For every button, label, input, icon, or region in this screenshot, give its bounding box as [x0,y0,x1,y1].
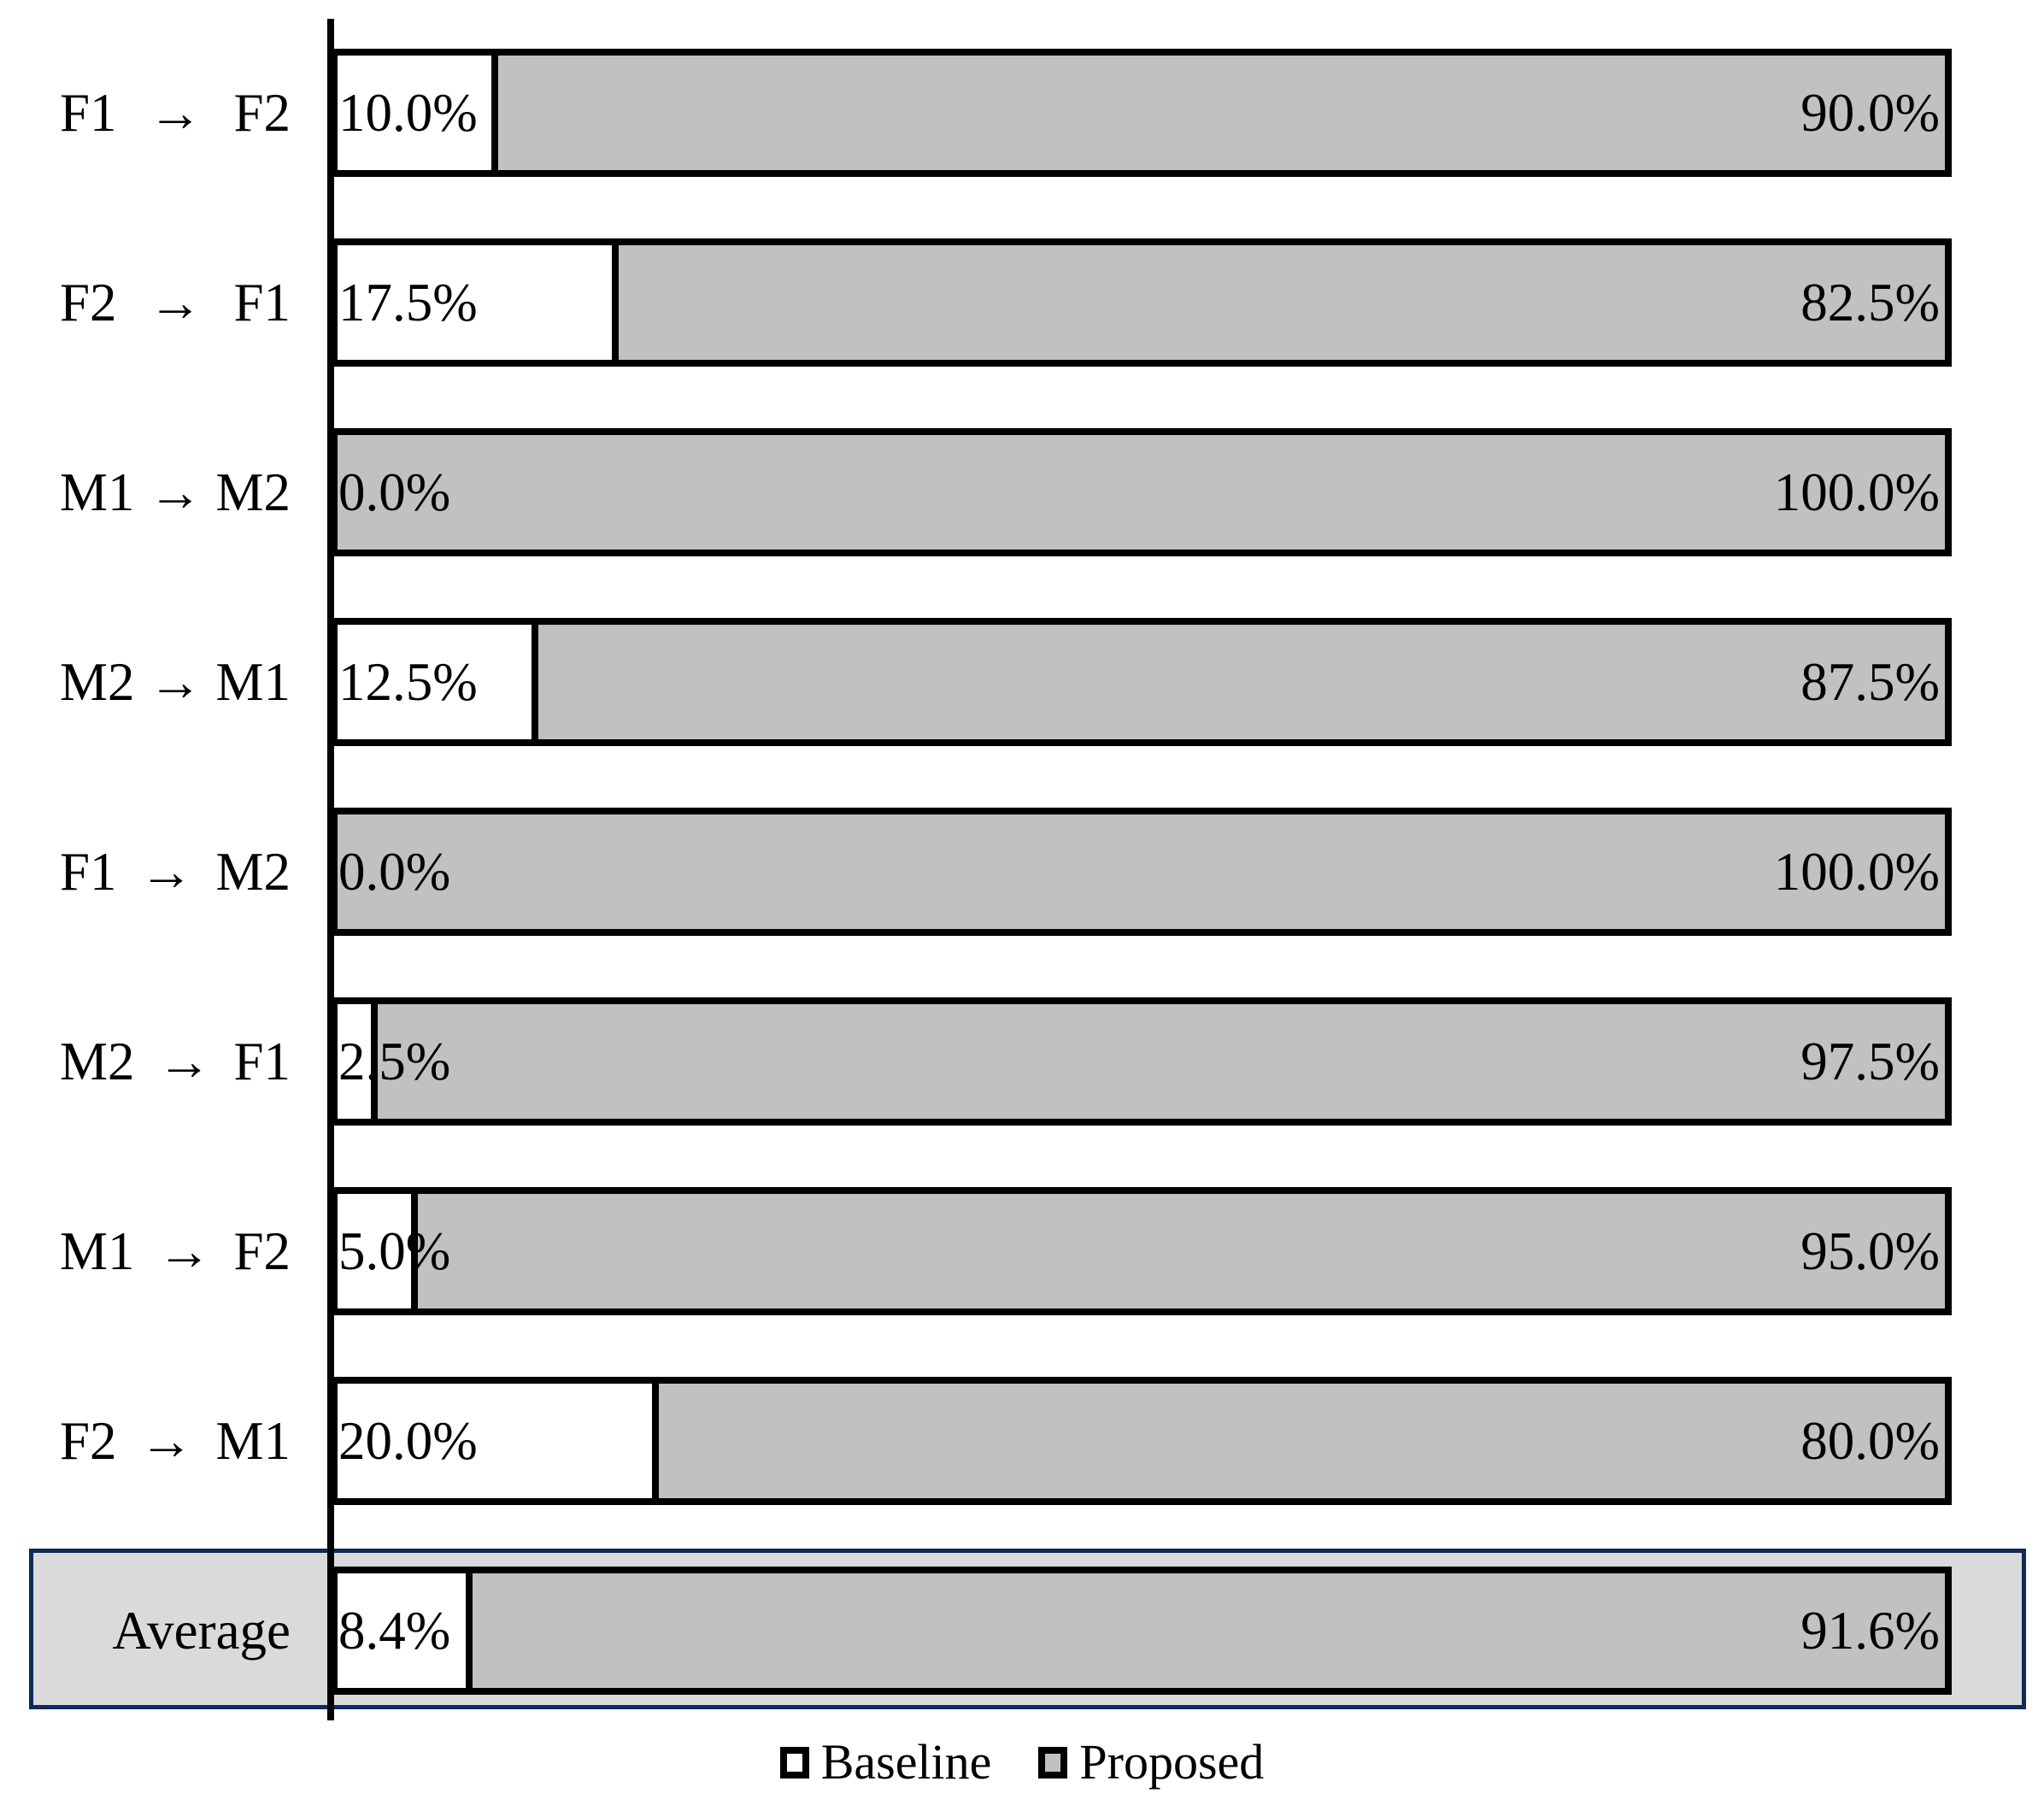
baseline-value-label: 2.5% [338,1032,451,1091]
baseline-value-label: 0.0% [338,842,451,902]
bar-track [331,49,1952,177]
arrow-right-icon: → [139,842,193,902]
chart-row: M2 → M1 12.5% 87.5% [0,618,2044,746]
bar-track [331,1377,1952,1505]
category-target: M1 [215,1411,291,1471]
proposed-value-label: 100.0% [1773,462,1940,522]
category-label: F2 → M1 [60,1377,291,1505]
baseline-bar-segment [338,245,620,360]
arrow-right-icon: → [148,83,203,143]
baseline-value-label: 0.0% [338,462,451,522]
chart-row: M2 → F1 2.5% 97.5% [0,997,2044,1126]
chart-row: M1 → M2 0.0% 100.0% [0,428,2044,556]
baseline-value-label: 10.0% [338,83,478,143]
proposed-value-label: 91.6% [1800,1601,1940,1661]
category-label: F1 → F2 [60,49,291,177]
arrow-right-icon: → [148,273,203,332]
arrow-right-icon: → [156,1221,211,1281]
proposed-value-label: 95.0% [1800,1221,1940,1281]
category-target: M2 [215,462,291,522]
proposed-value-label: 100.0% [1773,842,1940,902]
category-source: M1 [60,1221,135,1281]
y-axis-line [327,19,334,1720]
bar-track [331,238,1952,367]
bar-track [331,428,1952,556]
category-source: F1 [60,842,117,902]
chart-row: F2 → M1 20.0% 80.0% [0,1377,2044,1505]
category-label: F2 → F1 [60,238,291,367]
category-source: M2 [60,652,135,712]
chart-row: F1 → M2 0.0% 100.0% [0,808,2044,936]
bar-track [331,997,1952,1126]
arrow-right-icon: → [139,1411,193,1471]
category-source: F2 [60,273,117,332]
bar-track [331,618,1952,746]
legend-item-proposed: Proposed [1038,1728,1264,1796]
category-target: M1 [215,652,291,712]
category-source: M1 [60,462,135,522]
category-label: M1 → M2 [60,428,291,556]
arrow-right-icon: → [148,652,203,712]
arrow-right-icon: → [148,462,203,522]
baseline-value-label: 8.4% [338,1601,451,1661]
bar-track [331,1187,1952,1315]
proposed-value-label: 87.5% [1800,652,1940,712]
baseline-swatch-icon [779,1746,809,1779]
baseline-value-label: 12.5% [338,652,478,712]
baseline-bar-segment [338,1004,379,1119]
bar-track [331,808,1952,936]
proposed-value-label: 97.5% [1800,1032,1940,1091]
baseline-value-label: 17.5% [338,273,478,332]
proposed-value-label: 90.0% [1800,83,1940,143]
chart-row: F2 → F1 17.5% 82.5% [0,238,2044,367]
category-target: M2 [215,842,291,902]
category-label: M1 → F2 [60,1187,291,1315]
chart-row: Average 8.4% 91.6% [0,1567,2044,1695]
baseline-value-label: 5.0% [338,1221,451,1281]
category-source: M2 [60,1032,135,1091]
baseline-bar-segment [338,1384,660,1498]
legend-item-baseline: Baseline [779,1728,992,1796]
category-label: M2 → M1 [60,618,291,746]
category-target: F2 [233,1221,291,1281]
category-target: F1 [233,1032,291,1091]
chart-row: M1 → F2 5.0% 95.0% [0,1187,2044,1315]
baseline-value-label: 20.0% [338,1411,478,1471]
baseline-bar-segment [338,1194,419,1308]
category-label: M2 → F1 [60,997,291,1126]
category-source: F1 [60,83,117,143]
chart-row: F1 → F2 10.0% 90.0% [0,49,2044,177]
legend-label-baseline: Baseline [820,1734,992,1790]
proposed-swatch-icon [1038,1746,1068,1779]
legend-label-proposed: Proposed [1079,1734,1265,1790]
baseline-bar-segment [338,1573,473,1688]
baseline-bar-segment [338,56,499,170]
category-label: F1 → M2 [60,808,291,936]
category-source: F2 [60,1411,117,1471]
category-text: Average [112,1601,291,1661]
proposed-value-label: 80.0% [1800,1411,1940,1471]
category-target: F2 [233,83,291,143]
legend: Baseline Proposed [0,1728,2044,1796]
category-target: F1 [233,273,291,332]
arrow-right-icon: → [156,1032,211,1091]
proposed-value-label: 82.5% [1800,273,1940,332]
baseline-bar-segment [338,625,539,739]
category-label: Average [60,1567,291,1695]
bar-track [331,1567,1952,1695]
